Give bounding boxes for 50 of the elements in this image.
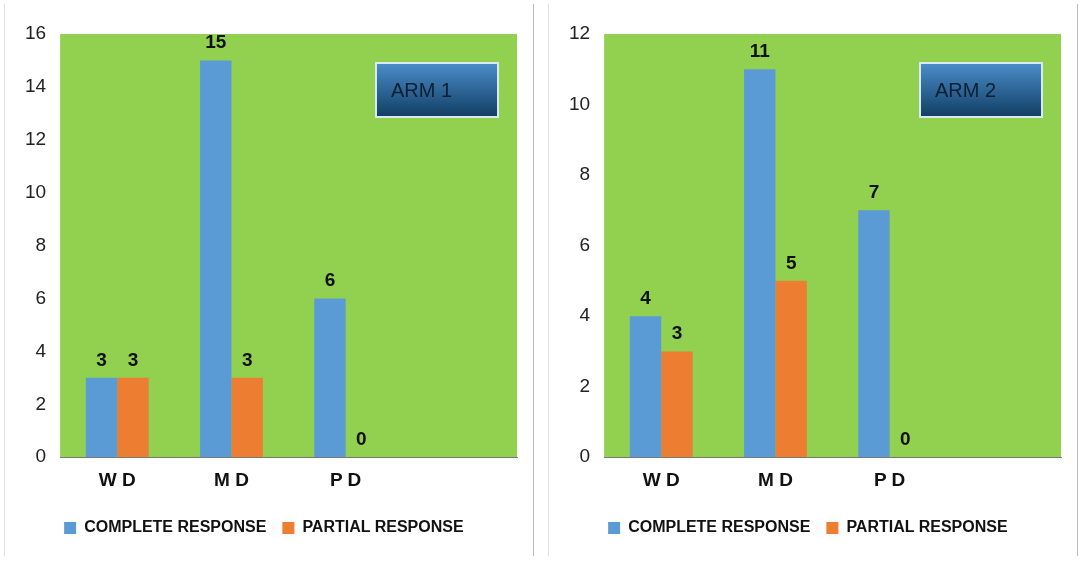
data-label: 3 <box>127 348 139 370</box>
bar <box>85 377 118 458</box>
data-label: 3 <box>671 322 683 344</box>
bar <box>775 280 807 458</box>
data-label: 11 <box>749 40 771 61</box>
data-label: 6 <box>324 269 336 291</box>
y-tick-label: 16 <box>24 22 47 44</box>
x-tick-label: P D <box>330 468 362 490</box>
data-label: 0 <box>356 427 367 449</box>
bar <box>629 316 662 458</box>
x-tick-label: M D <box>758 468 793 490</box>
legend-label: COMPLETE RESPONSE <box>628 518 811 536</box>
bar <box>117 377 149 458</box>
legend-label: PARTIAL RESPONSE <box>846 518 1008 536</box>
y-tick-label: 6 <box>35 286 47 308</box>
data-label: 15 <box>205 31 227 53</box>
y-tick-label: 10 <box>568 92 591 114</box>
x-tick-label: P D <box>874 468 906 490</box>
label-box: ARM 2 <box>919 62 1043 118</box>
x-tick-label: W D <box>98 468 136 490</box>
bar <box>231 377 263 458</box>
bar <box>858 210 890 458</box>
x-tick-label: W D <box>642 468 680 490</box>
y-tick-label: 2 <box>579 374 591 396</box>
bar <box>744 69 776 458</box>
bar <box>314 298 346 458</box>
x-tick-label: M D <box>214 468 249 490</box>
y-tick-label: 12 <box>24 128 47 150</box>
data-label: 3 <box>96 348 107 370</box>
legend-label: PARTIAL RESPONSE <box>302 518 464 536</box>
y-tick-label: 8 <box>579 163 591 185</box>
y-tick-label: 2 <box>35 392 47 414</box>
data-label: 3 <box>241 348 253 370</box>
y-tick-label: 14 <box>24 75 47 97</box>
y-tick-label: 0 <box>35 445 47 467</box>
data-label: 7 <box>868 181 880 203</box>
data-label: 0 <box>900 427 911 449</box>
legend-label: COMPLETE RESPONSE <box>84 518 267 536</box>
data-label: 5 <box>785 251 797 273</box>
data-label: 4 <box>640 286 652 308</box>
y-tick-label: 6 <box>579 233 591 255</box>
y-tick-label: 0 <box>579 445 591 467</box>
y-tick-label: 4 <box>35 339 47 361</box>
y-tick-label: 10 <box>24 180 47 202</box>
bar <box>200 60 232 458</box>
y-tick-label: 4 <box>579 304 591 326</box>
label-box: ARM 1 <box>375 62 499 118</box>
bar <box>661 351 693 458</box>
y-tick-label: 8 <box>35 233 47 255</box>
y-tick-label: 12 <box>568 22 591 44</box>
